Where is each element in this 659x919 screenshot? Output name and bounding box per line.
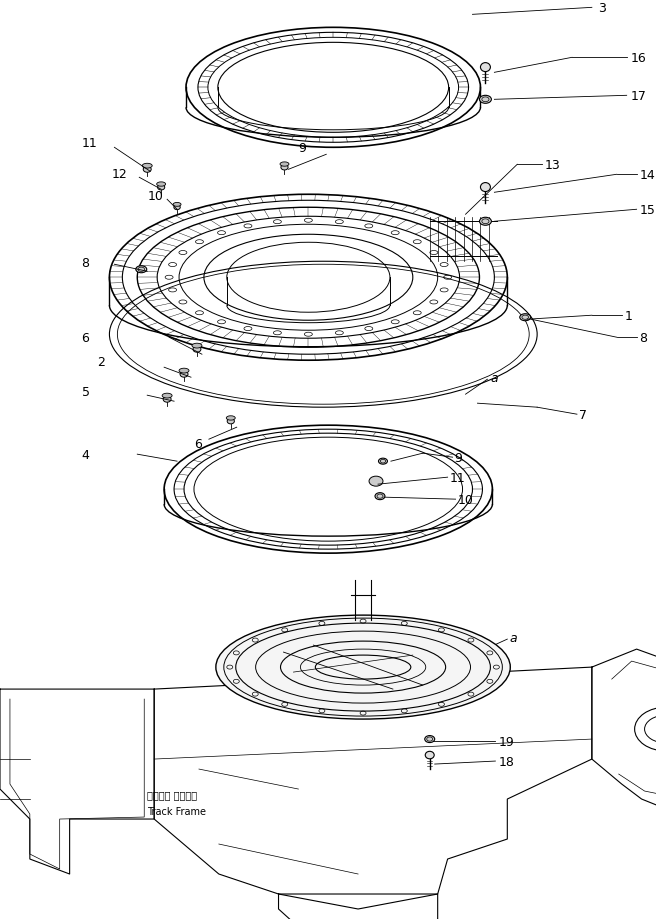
Text: 10: 10 xyxy=(147,189,163,202)
Text: 8: 8 xyxy=(640,332,648,345)
Ellipse shape xyxy=(369,477,383,487)
Ellipse shape xyxy=(157,183,165,187)
Text: トラック フレーム: トラック フレーム xyxy=(147,789,197,800)
Text: 3: 3 xyxy=(598,2,606,15)
Polygon shape xyxy=(154,667,592,909)
Text: 14: 14 xyxy=(640,168,655,182)
Text: 6: 6 xyxy=(82,332,90,345)
Polygon shape xyxy=(592,650,659,809)
Text: 4: 4 xyxy=(82,448,90,461)
Text: 9: 9 xyxy=(455,451,463,464)
Text: 6: 6 xyxy=(194,437,202,450)
Ellipse shape xyxy=(162,393,172,399)
Ellipse shape xyxy=(425,736,435,743)
Text: 9: 9 xyxy=(299,142,306,154)
Text: 2: 2 xyxy=(98,356,105,369)
Text: 16: 16 xyxy=(631,51,646,64)
Ellipse shape xyxy=(216,616,510,720)
Text: 7: 7 xyxy=(579,408,587,421)
Ellipse shape xyxy=(143,167,151,173)
Text: 12: 12 xyxy=(111,167,127,180)
Ellipse shape xyxy=(280,163,289,167)
Text: 10: 10 xyxy=(457,494,473,506)
Ellipse shape xyxy=(173,203,181,207)
Polygon shape xyxy=(279,894,438,919)
Text: a: a xyxy=(509,631,517,644)
Text: 18: 18 xyxy=(498,754,514,767)
Text: 5: 5 xyxy=(82,385,90,398)
Text: 13: 13 xyxy=(545,159,561,172)
Polygon shape xyxy=(0,689,154,874)
Ellipse shape xyxy=(193,346,201,353)
Ellipse shape xyxy=(142,165,152,169)
Ellipse shape xyxy=(180,372,188,378)
Text: a: a xyxy=(490,371,498,384)
Ellipse shape xyxy=(480,96,492,104)
Ellipse shape xyxy=(136,267,147,274)
Ellipse shape xyxy=(635,708,659,751)
Ellipse shape xyxy=(174,206,181,210)
Ellipse shape xyxy=(281,165,288,171)
Text: Track Frame: Track Frame xyxy=(147,806,206,816)
Text: 11: 11 xyxy=(449,471,465,484)
Ellipse shape xyxy=(425,752,434,759)
Ellipse shape xyxy=(192,344,202,348)
Ellipse shape xyxy=(480,63,490,73)
Ellipse shape xyxy=(163,397,171,403)
Text: 8: 8 xyxy=(82,256,90,269)
Text: 1: 1 xyxy=(625,310,633,323)
Text: 15: 15 xyxy=(640,203,656,217)
Ellipse shape xyxy=(179,369,189,374)
Ellipse shape xyxy=(158,186,165,191)
Text: 19: 19 xyxy=(498,735,514,748)
Ellipse shape xyxy=(480,184,490,192)
Ellipse shape xyxy=(226,416,235,421)
Ellipse shape xyxy=(480,218,492,226)
Ellipse shape xyxy=(375,494,385,500)
Text: 11: 11 xyxy=(82,137,98,150)
Text: 17: 17 xyxy=(631,90,646,103)
Ellipse shape xyxy=(227,419,235,425)
Ellipse shape xyxy=(378,459,387,465)
Ellipse shape xyxy=(520,314,530,322)
